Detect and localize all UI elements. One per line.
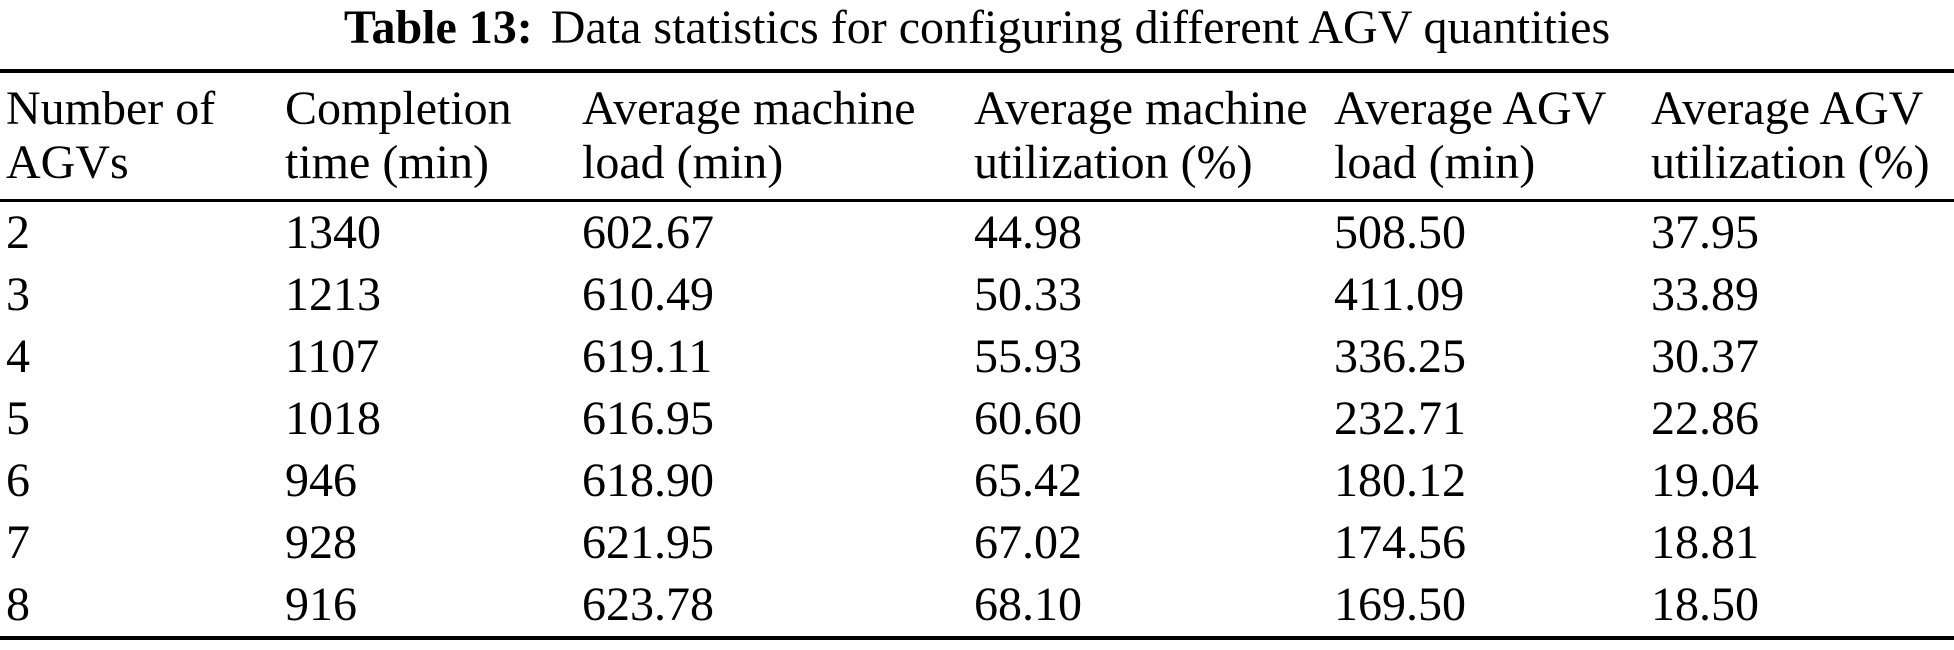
table-cell: 5	[6, 391, 30, 445]
table-row: 6 946 618.90 65.42 180.12 19.04	[0, 450, 1954, 512]
column-header-avg-machine-utilization: Average machine utilization (%)	[968, 71, 1328, 202]
column-header-completion-time: Completion time (min)	[279, 71, 576, 202]
column-header-avg-agv-utilization: Average AGV utilization (%)	[1645, 71, 1954, 202]
column-header-avg-agv-load: Average AGV load (min)	[1328, 71, 1645, 202]
table-cell: 4	[6, 329, 30, 383]
table-cell: 55.93	[974, 329, 1082, 383]
table-cell: 68.10	[974, 577, 1082, 631]
table-caption: Table 13: Data statistics for configuring…	[0, 0, 1954, 69]
table-cell: 621.95	[582, 515, 714, 569]
header-line: Average machine	[974, 81, 1308, 135]
caption-text: Data statistics for configuring differen…	[550, 1, 1611, 54]
header-line: Average AGV	[1651, 81, 1924, 135]
table-cell: 946	[285, 453, 357, 507]
column-header-number-of-agvs: Number of AGVs	[0, 71, 279, 202]
table-cell: 610.49	[582, 267, 714, 321]
table-cell: 916	[285, 577, 357, 631]
table-cell: 37.95	[1651, 205, 1759, 259]
table-cell: 618.90	[582, 453, 714, 507]
table-cell: 232.71	[1334, 391, 1466, 445]
header-line: Average AGV	[1334, 81, 1607, 135]
table-cell: 619.11	[582, 329, 713, 383]
table-cell: 928	[285, 515, 357, 569]
table-cell: 60.60	[974, 391, 1082, 445]
header-line: Completion	[285, 81, 512, 135]
table-cell: 50.33	[974, 267, 1082, 321]
table-cell: 19.04	[1651, 453, 1759, 507]
table-row: 8 916 623.78 68.10 169.50 18.50	[0, 574, 1954, 638]
table-cell: 508.50	[1334, 205, 1466, 259]
table-cell: 30.37	[1651, 329, 1759, 383]
header-line: time (min)	[285, 135, 489, 189]
header-line: AGVs	[6, 135, 129, 189]
table-cell: 602.67	[582, 205, 714, 259]
table-cell: 22.86	[1651, 391, 1759, 445]
table-cell: 33.89	[1651, 267, 1759, 321]
table-cell: 67.02	[974, 515, 1082, 569]
table-cell: 411.09	[1334, 267, 1465, 321]
table-cell: 1018	[285, 391, 381, 445]
header-line: load (min)	[1334, 135, 1536, 189]
table-cell: 18.50	[1651, 577, 1759, 631]
header-line: load (min)	[582, 135, 784, 189]
table-cell: 6	[6, 453, 30, 507]
table-cell: 623.78	[582, 577, 714, 631]
table-cell: 174.56	[1334, 515, 1466, 569]
table-cell: 1107	[285, 329, 380, 383]
header-line: Number of	[6, 81, 216, 135]
header-line: utilization (%)	[1651, 135, 1930, 189]
column-header-avg-machine-load: Average machine load (min)	[576, 71, 968, 202]
table-row: 7 928 621.95 67.02 174.56 18.81	[0, 512, 1954, 574]
table-cell: 65.42	[974, 453, 1082, 507]
table-cell: 18.81	[1651, 515, 1759, 569]
table-cell: 1213	[285, 267, 381, 321]
table-cell: 8	[6, 577, 30, 631]
data-table: Number of AGVs Completion time (min) Ave…	[0, 69, 1954, 640]
table-row: 5 1018 616.95 60.60 232.71 22.86	[0, 388, 1954, 450]
table-cell: 2	[6, 205, 30, 259]
header-line: Average machine	[582, 81, 916, 135]
table-row: 2 1340 602.67 44.98 508.50 37.95	[0, 200, 1954, 264]
header-line: utilization (%)	[974, 135, 1253, 189]
table-cell: 1340	[285, 205, 381, 259]
table-cell: 169.50	[1334, 577, 1466, 631]
table-cell: 3	[6, 267, 30, 321]
table-cell: 44.98	[974, 205, 1082, 259]
header-row: Number of AGVs Completion time (min) Ave…	[0, 71, 1954, 202]
table-row: 4 1107 619.11 55.93 336.25 30.37	[0, 326, 1954, 388]
table-cell: 336.25	[1334, 329, 1466, 383]
table-cell: 616.95	[582, 391, 714, 445]
table-row: 3 1213 610.49 50.33 411.09 33.89	[0, 264, 1954, 326]
table-cell: 7	[6, 515, 30, 569]
table-cell: 180.12	[1334, 453, 1466, 507]
caption-label: Table 13:	[343, 1, 533, 54]
